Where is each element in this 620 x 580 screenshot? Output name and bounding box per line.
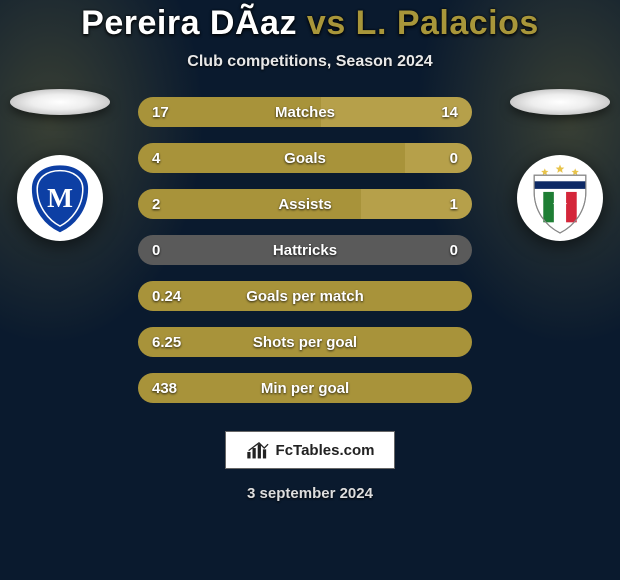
right-crest xyxy=(517,155,603,241)
stat-value-left: 2 xyxy=(152,196,202,213)
stat-row: 0Hattricks0 xyxy=(138,235,472,265)
player1-name: Pereira DÃ­az xyxy=(81,4,297,42)
stat-label: Goals xyxy=(202,150,408,167)
stat-value-left: 4 xyxy=(152,150,202,167)
left-shadow-oval xyxy=(10,89,110,115)
stat-row: 17Matches14 xyxy=(138,97,472,127)
stat-value-right: 0 xyxy=(408,242,458,259)
player2-name: L. Palacios xyxy=(356,4,539,42)
stat-label: Goals per match xyxy=(202,288,408,305)
page-title: Pereira DÃ­az vs L. Palacios xyxy=(81,4,539,43)
subtitle: Club competitions, Season 2024 xyxy=(187,53,432,71)
stat-row: 0.24Goals per match xyxy=(138,281,472,311)
date: 3 september 2024 xyxy=(247,485,373,502)
stat-label: Min per goal xyxy=(202,380,408,397)
vs-text: vs xyxy=(307,4,356,42)
stat-value-left: 438 xyxy=(152,380,202,397)
right-shadow-oval xyxy=(510,89,610,115)
branding-icon xyxy=(246,440,272,460)
left-crest: M xyxy=(17,155,103,241)
stat-label: Shots per goal xyxy=(202,334,408,351)
stat-value-right: 0 xyxy=(408,150,458,167)
millonarios-crest-icon: M xyxy=(22,160,98,236)
stat-value-right: 1 xyxy=(408,196,458,213)
stat-label: Matches xyxy=(202,104,408,121)
stat-row: 6.25Shots per goal xyxy=(138,327,472,357)
stat-value-left: 6.25 xyxy=(152,334,202,351)
right-side xyxy=(500,97,620,241)
stat-row: 2Assists1 xyxy=(138,189,472,219)
stat-value-left: 0.24 xyxy=(152,288,202,305)
stat-row: 4Goals0 xyxy=(138,143,472,173)
stat-value-right: 14 xyxy=(408,104,458,121)
once-caldas-crest-icon xyxy=(522,160,598,236)
stat-label: Assists xyxy=(202,196,408,213)
stat-value-left: 0 xyxy=(152,242,202,259)
stat-row: 438Min per goal xyxy=(138,373,472,403)
branding-box[interactable]: FcTables.com xyxy=(225,431,395,469)
stat-value-left: 17 xyxy=(152,104,202,121)
branding-label: FcTables.com xyxy=(276,442,375,459)
left-side: M xyxy=(0,97,120,241)
stat-label: Hattricks xyxy=(202,242,408,259)
svg-text:M: M xyxy=(47,183,73,213)
stats-column: 17Matches144Goals02Assists10Hattricks00.… xyxy=(120,97,500,403)
